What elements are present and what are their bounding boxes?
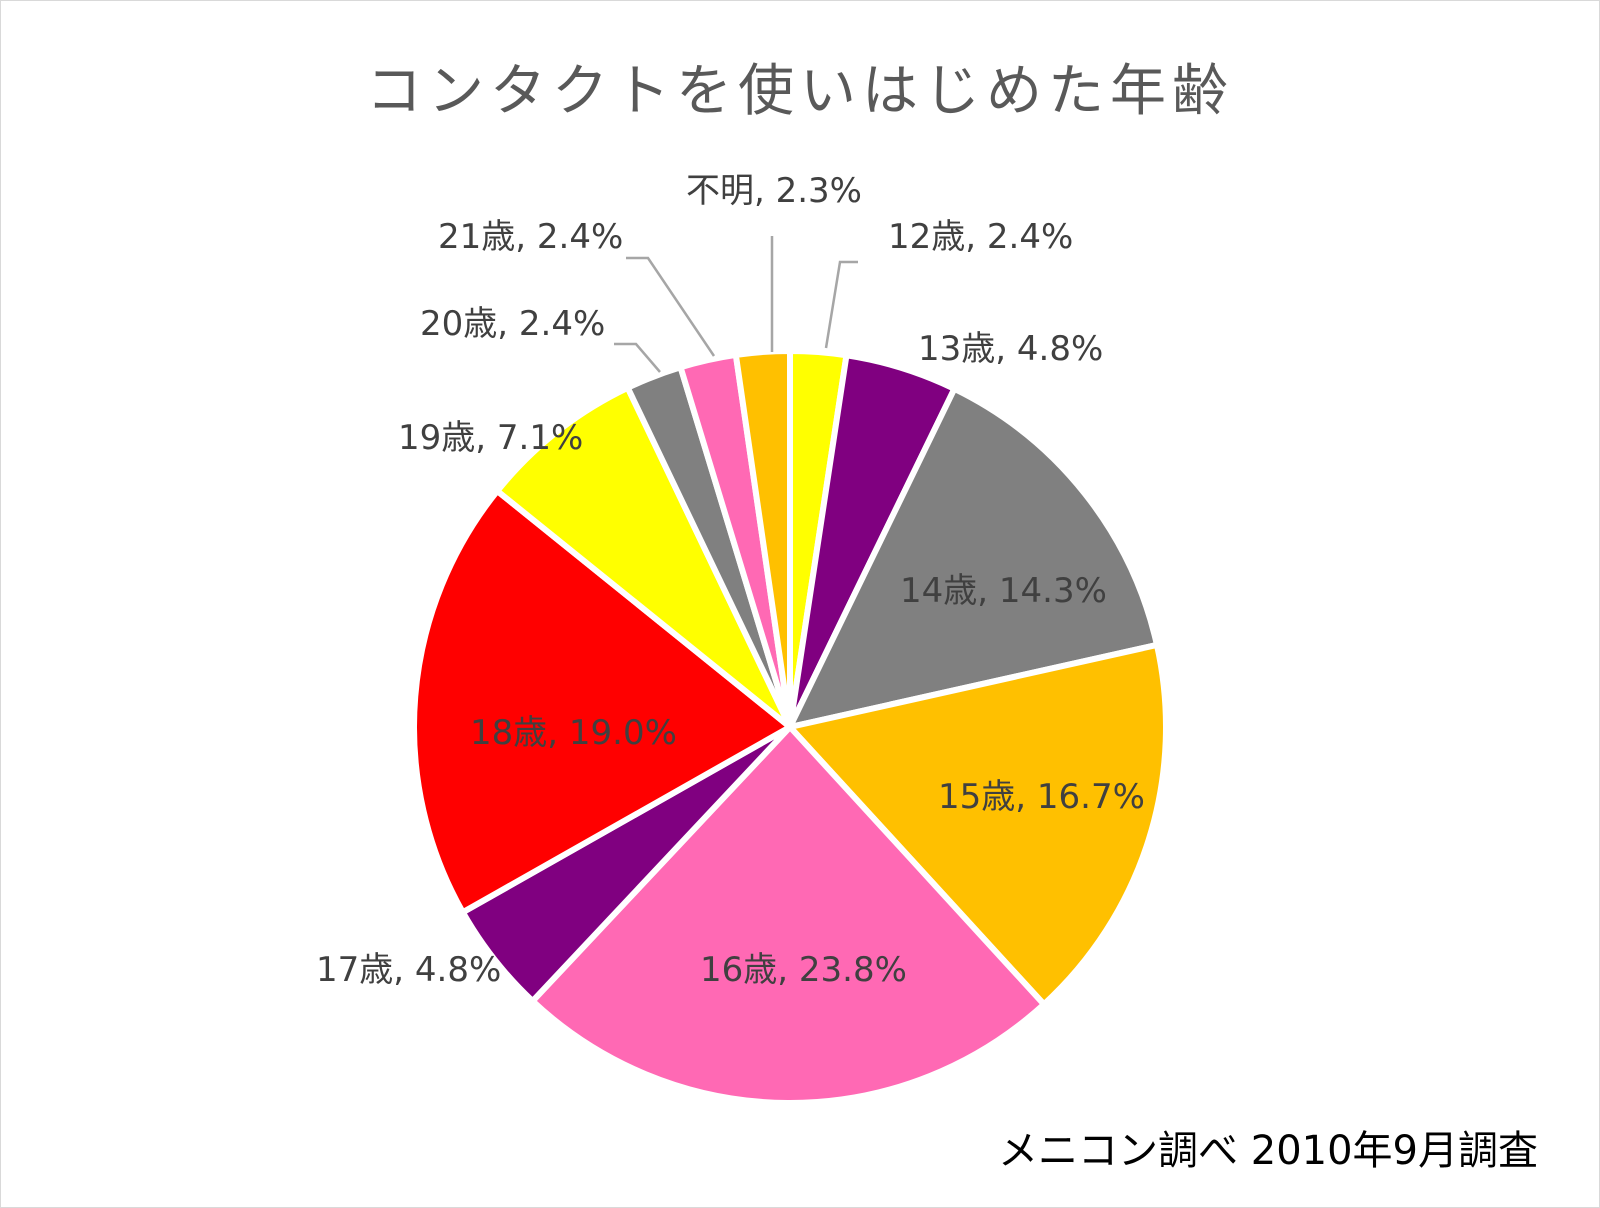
data-label-4: 16歳, 23.8% [700,950,907,990]
pie-slice-7 [494,384,793,730]
data-label-7: 19歳, 7.1% [398,418,583,458]
data-label-9: 21歳, 2.4% [438,217,623,257]
pie-slice-2 [787,385,1160,730]
data-label-6: 18歳, 19.0% [470,713,677,753]
pie-slice-10 [732,348,793,730]
chart-title: コンタクトを使いはじめた年齢 [366,59,1234,124]
data-label-2: 14歳, 14.3% [900,571,1107,611]
pie-slices [411,348,1169,1106]
pie-slice-4 [529,724,1047,1106]
leader-line-0 [824,260,858,349]
data-labels: 12歳, 2.4% 13歳, 4.8% 14歳, 14.3% 15歳, 16.7% 16… [316,171,1145,990]
pie-slice-3 [787,641,1169,1008]
data-label-10: 不明, 2.3% [686,171,862,211]
leader-lines [614,236,858,373]
leader-line-9 [626,256,716,357]
data-label-0: 12歳, 2.4% [888,217,1073,257]
data-label-3: 15歳, 16.7% [938,777,1145,817]
pie-slice-6 [411,487,793,916]
data-label-8: 20歳, 2.4% [420,304,605,344]
source-note: メニコン調べ 2010年9月調査 [998,1128,1538,1174]
leader-line-8 [614,342,661,373]
data-label-5: 17歳, 4.8% [316,950,501,990]
data-label-1: 13歳, 4.8% [918,329,1103,369]
